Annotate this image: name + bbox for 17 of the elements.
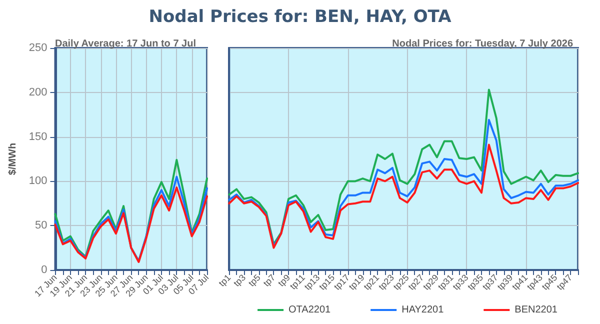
y-tick-label: 0 — [41, 264, 48, 276]
legend-label: OTA2201 — [288, 304, 332, 316]
y-tick-label: 150 — [28, 130, 48, 143]
y-tick-label: 100 — [28, 175, 48, 188]
y-tick-label: 50 — [35, 220, 48, 232]
chart-subtitle: Nodal Prices for: Tuesday, 7 July 2026 — [392, 38, 574, 50]
chart-subtitle: Daily Average: 17 Jun to 7 Jul — [55, 38, 196, 50]
y-axis-title: $/MWh — [8, 142, 18, 176]
y-tick-label: 200 — [28, 86, 48, 98]
legend-label: BEN2201 — [514, 304, 558, 316]
x-tick-label: tp7 — [261, 272, 278, 288]
x-tick-label: tp3 — [232, 272, 248, 288]
x-tick-label: tp5 — [246, 272, 262, 288]
x-tick-label: tp1 — [216, 272, 233, 288]
y-tick-label: 250 — [28, 42, 48, 54]
legend-label: HAY2201 — [402, 304, 444, 316]
text: Nodal Prices for: BEN, HAY, OTA — [148, 6, 452, 29]
